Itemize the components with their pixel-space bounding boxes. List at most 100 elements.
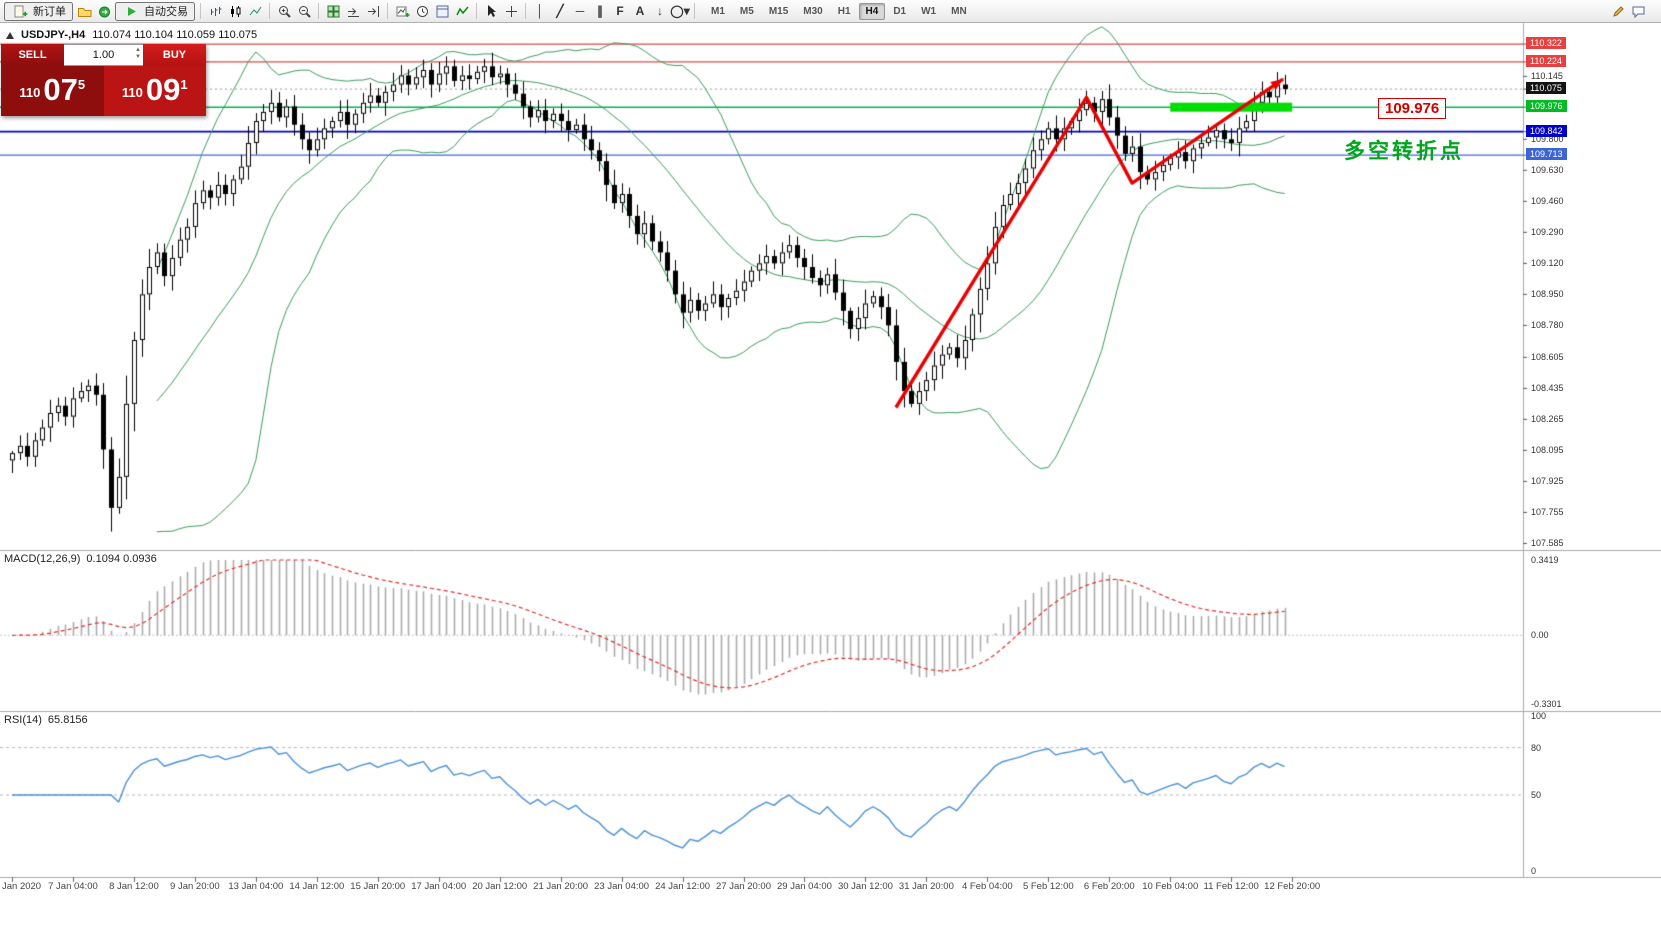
zoom-in-icon[interactable]: [275, 2, 293, 20]
volume-input[interactable]: 1.00 ▲ ▼: [64, 44, 143, 66]
price-badge: 110.224: [1526, 54, 1566, 67]
price-tick-label: 109.460: [1531, 196, 1564, 207]
symbol-label: USDJPY-,H4 110.074 110.104 110.059 110.0…: [6, 29, 257, 41]
period-icon[interactable]: [413, 2, 431, 20]
profiles-icon[interactable]: [75, 2, 93, 20]
price-badge: 109.713: [1526, 148, 1567, 161]
one-click-toggle-icon[interactable]: [6, 31, 14, 39]
price-tick-label: 108.605: [1531, 352, 1564, 363]
fibonacci-icon[interactable]: F: [616, 4, 624, 18]
timeframe-m5[interactable]: M5: [739, 5, 754, 17]
cursor-icon[interactable]: [482, 2, 500, 20]
autotrading-button[interactable]: 自动交易: [115, 1, 195, 21]
candlestick-chart-icon[interactable]: [226, 2, 244, 20]
price-scale[interactable]: 110.145 109.800 109.630 109.460 109.290 109.1…: [1524, 23, 1661, 895]
sell-price-big: 07: [43, 72, 78, 107]
time-axis-label: 11 Feb 12:00: [1203, 881, 1259, 892]
sell-price-prefix: 110: [19, 85, 41, 100]
price-tick-label: 109.630: [1531, 165, 1564, 176]
shapes-icon[interactable]: ◯▾: [670, 4, 690, 18]
timeframe-d1[interactable]: D1: [893, 5, 907, 17]
toolbar-separator: [694, 3, 695, 19]
timeframe-mn[interactable]: MN: [951, 5, 967, 17]
timeframe-m1[interactable]: M1: [711, 5, 725, 17]
timeframe-w1[interactable]: W1: [921, 5, 937, 17]
time-axis-label: 27 Jan 20:00: [716, 881, 771, 892]
toolbar-separator: [387, 3, 388, 19]
line-chart-icon[interactable]: [246, 2, 264, 20]
trendline-icon[interactable]: ╱: [556, 4, 564, 18]
time-axis-label: 5 Feb 12:00: [1022, 881, 1074, 892]
time-axis-label: 20 Jan 12:00: [472, 881, 528, 892]
toolbar: 新订单 自动交易: [0, 0, 1661, 23]
text-icon[interactable]: A: [635, 4, 645, 18]
buy-price-prefix: 110: [121, 85, 143, 100]
price-tick-label: 110.145: [1531, 71, 1563, 82]
time-axis-label: 13 Jan 04:00: [228, 881, 284, 892]
macd-scale-label: 0.3419: [1531, 555, 1559, 565]
macd-values: 0.1094 0.0936: [86, 553, 157, 565]
crosshair-icon[interactable]: [502, 2, 520, 20]
price-tick-label: 107.925: [1531, 476, 1564, 487]
timeframe-m30[interactable]: M30: [803, 5, 823, 17]
volume-stepper[interactable]: ▲ ▼: [135, 47, 141, 60]
volume-up-icon[interactable]: ▲: [135, 47, 141, 53]
vertical-line-icon[interactable]: │: [536, 4, 544, 18]
new-chart-icon[interactable]: [393, 2, 411, 20]
sell-price[interactable]: 110 07 5: [1, 66, 104, 116]
edit-icon[interactable]: [1609, 2, 1627, 20]
buy-button[interactable]: BUY: [143, 44, 206, 66]
new-order-button[interactable]: 新订单: [4, 1, 73, 21]
price-flag-annotation[interactable]: 109.976: [1378, 98, 1447, 119]
buy-price[interactable]: 110 09 1: [103, 66, 206, 116]
rsi-label: RSI(14) 65.8156: [4, 714, 88, 726]
rsi-scale-label: 80: [1531, 742, 1542, 753]
time-axis-label: 24 Jan 12:00: [655, 881, 711, 892]
rsi-scale-label: 0: [1531, 866, 1537, 876]
arrow-object-icon[interactable]: ↓: [657, 4, 663, 18]
buy-price-sup: 1: [180, 77, 188, 92]
timeframe-m15[interactable]: M15: [768, 5, 789, 17]
timeframe-h1[interactable]: H1: [837, 5, 851, 17]
price-badge: 109.842: [1526, 124, 1567, 137]
price-tick-label: 108.095: [1531, 445, 1564, 456]
bar-chart-icon[interactable]: [206, 2, 224, 20]
toolbar-separator: [200, 3, 201, 19]
zoom-out-icon[interactable]: [295, 2, 313, 20]
volume-value: 1.00: [92, 49, 115, 61]
sell-button[interactable]: SELL: [1, 44, 64, 66]
tile-windows-icon[interactable]: [324, 2, 342, 20]
navigator-icon[interactable]: [95, 2, 113, 20]
template-icon[interactable]: [433, 2, 451, 20]
time-axis-label: 15 Jan 20:00: [350, 881, 406, 892]
chart-shift-icon[interactable]: [364, 2, 382, 20]
auto-scroll-icon[interactable]: [344, 2, 362, 20]
timeframe-h4[interactable]: H4: [858, 2, 886, 20]
macd-scale-label: -0.3301: [1531, 699, 1562, 709]
new-order-label: 新订单: [33, 6, 66, 18]
chat-icon[interactable]: [1629, 2, 1647, 20]
toolbar-separator: [525, 3, 526, 19]
indicators-icon[interactable]: [453, 2, 471, 20]
price-tick-label: 108.950: [1531, 289, 1564, 300]
macd-scale-label: 0.00: [1531, 630, 1549, 641]
volume-down-icon[interactable]: ▼: [135, 54, 141, 60]
price-tick-label: 108.780: [1531, 320, 1564, 331]
time-axis-label: 30 Jan 12:00: [837, 881, 893, 892]
toolbar-separator: [269, 3, 270, 19]
horizontal-line-icon[interactable]: ─: [575, 4, 585, 18]
time-axis-label: 23 Jan 04:00: [594, 881, 650, 892]
time-axis-label: 31 Jan 20:00: [898, 881, 954, 892]
price-badge: 110.075: [1526, 82, 1566, 95]
equidistant-channel-icon[interactable]: ∥: [597, 4, 603, 18]
time-axis[interactable]: Jan 2020 7 Jan 04:00 8 Jan 12:00 9 Jan 20:0…: [0, 881, 1523, 896]
turning-point-annotation[interactable]: 多空转折点: [1344, 140, 1464, 163]
timeframe-group: M1 M5 M15 M30 H1 H4 D1 W1 MN: [704, 2, 974, 20]
time-axis-label: 9 Jan 20:00: [170, 881, 220, 892]
price-tick-label: 107.755: [1531, 507, 1564, 518]
time-axis-label: 7 Jan 04:00: [48, 881, 98, 892]
rsi-scale-label: 50: [1531, 790, 1542, 800]
one-click-trade-panel: SELL 1.00 ▲ ▼ BUY 110 07 5 110 09 1: [1, 44, 206, 116]
